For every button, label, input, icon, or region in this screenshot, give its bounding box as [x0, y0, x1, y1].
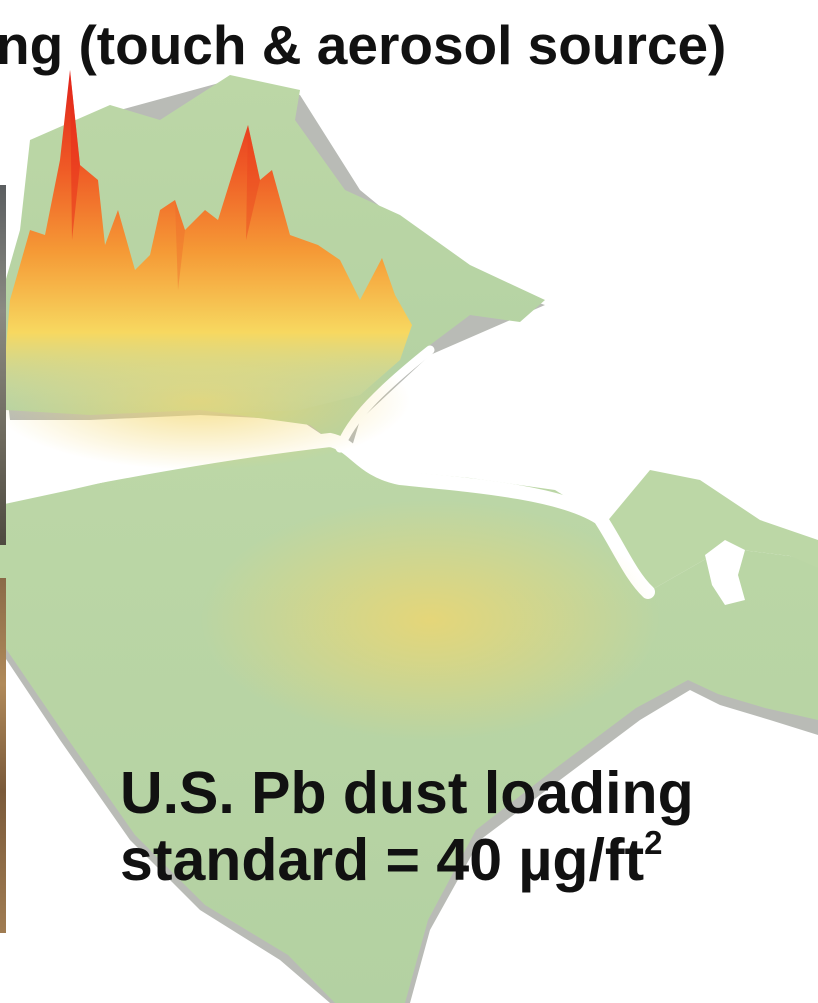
standard-line-2: standard = 40 µg/ft2	[120, 827, 694, 894]
photo-edge-bottom	[0, 578, 6, 933]
photo-edge-top	[0, 185, 6, 545]
standard-value: standard = 40 µg/ft	[120, 827, 644, 893]
standard-line-1: U.S. Pb dust loading	[120, 760, 694, 827]
concentration-glow-lower	[200, 500, 660, 740]
dust-standard-note: U.S. Pb dust loading standard = 40 µg/ft…	[120, 760, 694, 894]
slide-title: ng (touch & aerosol source)	[0, 18, 818, 73]
standard-unit-exponent: 2	[644, 824, 662, 861]
